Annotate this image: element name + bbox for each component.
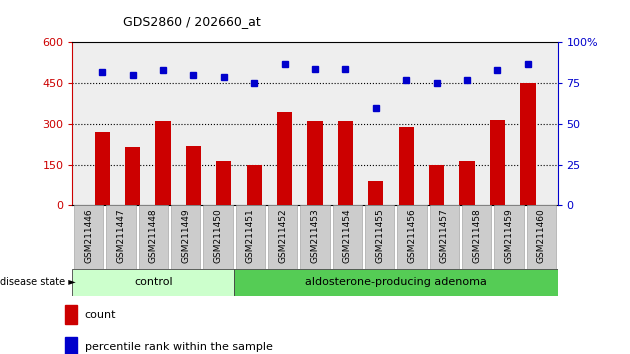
FancyBboxPatch shape bbox=[106, 205, 135, 269]
FancyBboxPatch shape bbox=[236, 205, 265, 269]
FancyBboxPatch shape bbox=[171, 205, 200, 269]
FancyBboxPatch shape bbox=[72, 269, 234, 296]
FancyBboxPatch shape bbox=[462, 205, 491, 269]
Bar bbox=[277, 112, 292, 205]
FancyBboxPatch shape bbox=[268, 205, 297, 269]
FancyBboxPatch shape bbox=[365, 205, 394, 269]
Bar bbox=[246, 165, 262, 205]
Text: GSM211458: GSM211458 bbox=[472, 209, 481, 263]
Text: aldosterone-producing adenoma: aldosterone-producing adenoma bbox=[305, 277, 487, 287]
Text: GSM211460: GSM211460 bbox=[537, 209, 546, 263]
Text: control: control bbox=[134, 277, 173, 287]
FancyBboxPatch shape bbox=[527, 205, 556, 269]
Text: GSM211449: GSM211449 bbox=[181, 209, 190, 263]
Text: GSM211450: GSM211450 bbox=[214, 209, 222, 263]
FancyBboxPatch shape bbox=[301, 205, 329, 269]
Bar bbox=[65, 337, 77, 354]
Bar bbox=[368, 181, 384, 205]
Bar bbox=[399, 127, 414, 205]
Text: GSM211452: GSM211452 bbox=[278, 209, 287, 263]
Text: GSM211447: GSM211447 bbox=[117, 209, 125, 263]
Bar bbox=[338, 121, 353, 205]
FancyBboxPatch shape bbox=[495, 205, 524, 269]
Text: GSM211454: GSM211454 bbox=[343, 209, 352, 263]
Text: count: count bbox=[84, 310, 116, 320]
FancyBboxPatch shape bbox=[430, 205, 459, 269]
FancyBboxPatch shape bbox=[234, 269, 558, 296]
FancyBboxPatch shape bbox=[74, 205, 103, 269]
Text: GSM211459: GSM211459 bbox=[505, 209, 513, 263]
FancyBboxPatch shape bbox=[139, 205, 168, 269]
Text: disease state ►: disease state ► bbox=[0, 277, 76, 287]
Bar bbox=[94, 132, 110, 205]
Bar bbox=[429, 165, 444, 205]
FancyBboxPatch shape bbox=[333, 205, 362, 269]
Bar bbox=[216, 161, 231, 205]
Text: GSM211451: GSM211451 bbox=[246, 209, 255, 263]
Bar bbox=[125, 147, 140, 205]
Text: GSM211456: GSM211456 bbox=[408, 209, 416, 263]
Text: GSM211453: GSM211453 bbox=[311, 209, 319, 263]
FancyBboxPatch shape bbox=[203, 205, 232, 269]
Bar bbox=[459, 161, 474, 205]
Text: percentile rank within the sample: percentile rank within the sample bbox=[84, 342, 273, 352]
Text: GSM211457: GSM211457 bbox=[440, 209, 449, 263]
Bar bbox=[65, 305, 77, 324]
Bar bbox=[186, 145, 201, 205]
Text: GDS2860 / 202660_at: GDS2860 / 202660_at bbox=[123, 15, 261, 28]
FancyBboxPatch shape bbox=[398, 205, 427, 269]
Bar bbox=[490, 120, 505, 205]
Bar bbox=[156, 121, 171, 205]
Text: GSM211448: GSM211448 bbox=[149, 209, 158, 263]
Bar bbox=[520, 83, 536, 205]
Bar bbox=[307, 121, 323, 205]
Text: GSM211446: GSM211446 bbox=[84, 209, 93, 263]
Text: GSM211455: GSM211455 bbox=[375, 209, 384, 263]
